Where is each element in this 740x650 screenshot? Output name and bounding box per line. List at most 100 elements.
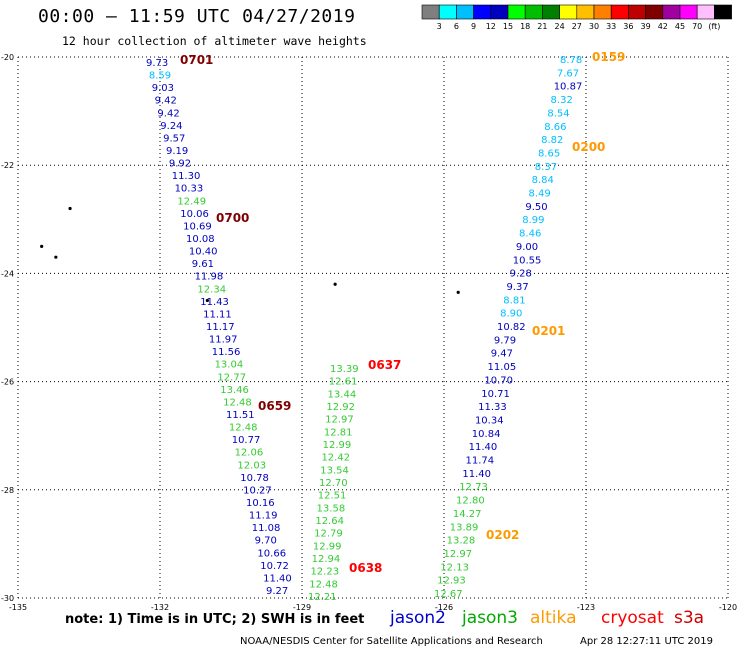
pass-time-label: 0701 [180,53,213,67]
wave-height-value: 10.16 [246,498,275,509]
islands [40,206,460,303]
footnote: note: 1) Time is in UTC; 2) SWH is in fe… [65,612,365,627]
credit-line: NOAA/NESDIS Center for Satellite Applica… [240,636,543,647]
island-marker [54,255,58,259]
wave-height-value: 12.61 [329,377,358,388]
lat-label: -28 [1,486,14,495]
wave-height-value: 12.51 [318,491,347,502]
lat-label: -26 [1,378,14,387]
colorbar-label: 21 [537,22,547,31]
wave-height-value: 9.03 [152,83,174,94]
wave-height-value: 8.81 [503,295,525,306]
colorbar-label: 9 [471,22,476,31]
wave-height-value: 8.46 [519,229,541,240]
wave-height-value: 7.67 [557,68,579,79]
lat-lon-grid: -20 -22 -24 -26 -28 -30-135 -132 -129 -126 -123 -1… [1,53,737,612]
page-title: 00:00 – 11:59 UTC 04/27/2019 [38,6,356,27]
wave-height-value: 10.27 [243,485,272,496]
wave-height-value: 10.40 [189,247,218,258]
track-jason2: 9.73 8.599.03 9.429.42 9.249.57 9.19 9.9211.3… [146,53,292,597]
pass-time-label: 0202 [486,528,519,542]
wave-height-value: 9.73 [146,58,168,69]
colorbar-label: 70 [692,22,702,31]
wave-height-value: 12.73 [459,482,488,493]
wave-height-value: 10.84 [472,429,501,440]
wave-height-value: 10.33 [175,184,204,195]
colorbar-swatch [456,4,474,20]
wave-height-value: 8.49 [529,189,551,200]
legend-jason2: jason2 [390,608,446,628]
wave-height-value: 11.74 [466,456,495,467]
colorbar-label: 3 [437,22,442,31]
wave-height-value: 12.48 [309,579,338,590]
wave-height-value: 11.98 [195,272,224,283]
colorbar-swatch [714,4,732,20]
wave-height-value: 10.66 [257,548,286,559]
wave-height-value: 12.34 [197,284,226,295]
wave-height-value: 9.27 [266,586,288,597]
wave-height-value: 11.19 [249,511,278,522]
wave-height-value: 12.79 [314,529,343,540]
wave-height-value: 8.90 [500,309,522,320]
wave-height-value: 12.92 [326,402,355,413]
wave-height-value: 11.40 [469,442,498,453]
colorbar-swatch [421,4,440,20]
lon-label: -123 [577,603,595,612]
pass-time-label: 0159 [592,50,625,64]
wave-height-value: 12.03 [237,460,266,471]
lat-label: -30 [1,594,14,603]
wave-height-value: 12.06 [235,448,264,459]
wave-height-value: 11.97 [209,335,238,346]
wave-height-value: 12.67 [434,589,463,600]
colorbar-label: 39 [641,22,651,31]
wave-height-value: 11.17 [206,322,235,333]
wave-height-value: 13.44 [328,389,357,400]
page-subtitle: 12 hour collection of altimeter wave hei… [62,34,367,48]
lon-label: -120 [719,603,737,612]
colorbar-label: 12 [486,22,496,31]
wave-height-value: 12.77 [217,372,246,383]
colorbar-swatch [628,4,646,20]
wave-height-value: 10.87 [554,82,583,93]
wave-height-value: 8.65 [538,148,560,159]
wave-height-value: 11.56 [212,347,241,358]
wave-height-value: 12.42 [321,453,350,464]
generated-timestamp: Apr 28 12:27:11 UTC 2019 [580,636,713,647]
wave-height-value: 9.42 [155,96,177,107]
colorbar-swatch [662,4,681,20]
pass-time-label: 0200 [572,140,605,154]
wave-height-value: 11.40 [263,573,292,584]
wave-height-value: 13.89 [450,522,479,533]
wave-height-value: 12.80 [456,496,485,507]
colorbar-swatch [559,4,578,20]
wave-height-value: 9.70 [255,536,277,547]
colorbar-label: 27 [572,22,582,31]
wave-height-value: 10.34 [475,415,504,426]
colorbar-label: 42 [658,22,668,31]
island-marker [333,282,337,286]
colorbar-swatch [524,4,543,20]
colorbar-swatch [507,4,526,20]
colorbar-swatch [679,4,698,20]
wave-height-value: 10.70 [484,375,513,386]
wave-height-value: 10.82 [497,322,526,333]
colorbar-swatch [542,4,560,20]
island-marker [205,298,209,303]
island-marker [456,290,460,294]
wave-height-value: 12.64 [315,516,344,527]
wave-height-value: 9.24 [160,121,182,132]
satellite-tracks: 9.738.599.039.429.429.249.579.199.9211.3… [146,50,625,603]
wave-height-value: 8.37 [535,162,557,173]
wave-height-value: 8.99 [522,215,544,226]
lon-label: -126 [435,603,453,612]
wave-height-value: 13.54 [320,465,349,476]
track-altika: 8.78 7.67 10.87 8.32 8.54 8.66 8.82 8.65 8.37 8.8… [434,50,625,600]
colorbar-swatch [438,4,457,20]
wave-height-value: 8.54 [547,108,569,119]
wave-height-value: 12.23 [310,567,339,578]
colorbar-swatch [490,4,509,20]
wave-height-value: 11.51 [226,410,255,421]
wave-height-value: 8.32 [551,95,573,106]
